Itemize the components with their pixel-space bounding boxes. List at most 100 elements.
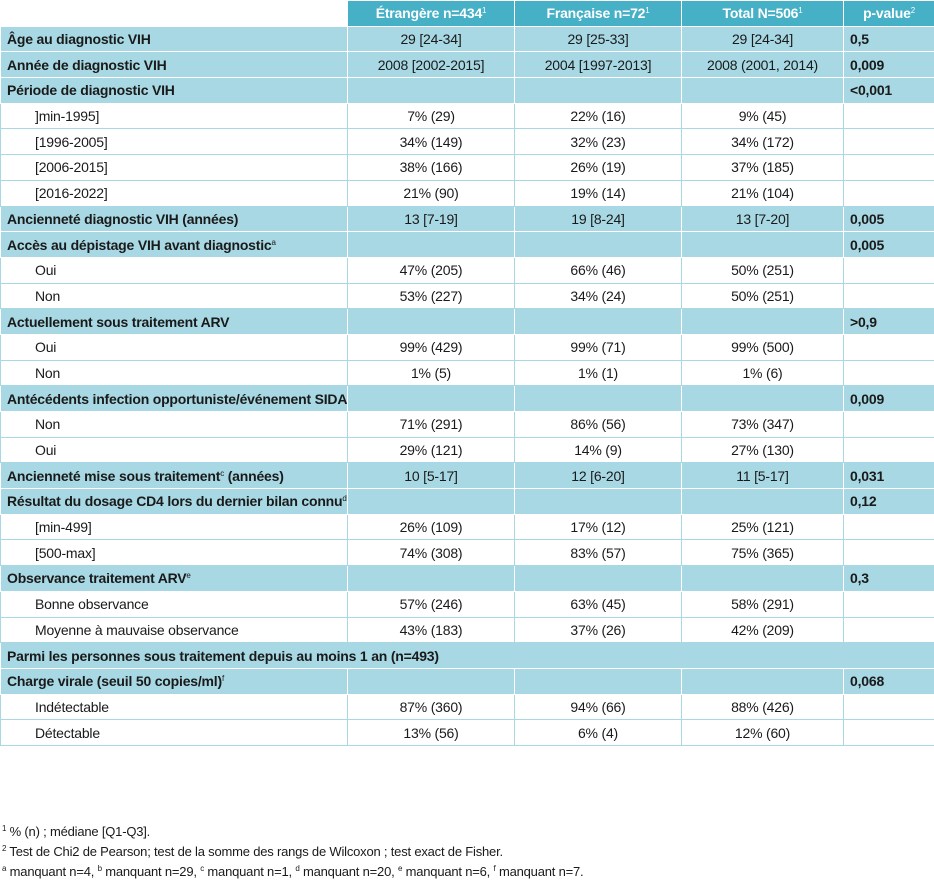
value-francaise <box>514 308 682 335</box>
value-francaise: 12 [6-20] <box>514 462 682 490</box>
value-etrangere: 34% (149) <box>347 128 515 156</box>
value-etrangere <box>347 667 515 695</box>
row-label-text: Résultat du dosage CD4 lors du dernier b… <box>7 493 343 510</box>
row-label-text: [2006-2015] <box>35 159 108 176</box>
footnote-marker: f <box>493 864 496 873</box>
value-etrangere <box>347 231 515 258</box>
value-p <box>843 693 934 721</box>
value-total: 50% (251) <box>681 282 844 310</box>
value-p: 0,068 <box>843 667 934 695</box>
row-label: Ancienneté diagnostic VIH (années) <box>0 205 348 233</box>
value-p: 0,005 <box>843 231 934 258</box>
value-etrangere: 53% (227) <box>347 282 515 310</box>
value-francaise: 83% (57) <box>514 539 682 567</box>
value-francaise: 22% (16) <box>514 102 682 130</box>
footnote-marker: a <box>271 237 276 247</box>
table-subrow: Oui 29% (121) 14% (9) 27% (130) <box>0 436 934 464</box>
table-group-row: Période de diagnostic VIH <0,001 <box>0 77 934 104</box>
header-blank-cell <box>0 0 348 27</box>
footnote-marker: d <box>295 864 300 873</box>
footnote-missing-text: manquant n=6, <box>402 864 494 879</box>
value-total: 11 [5-17] <box>681 462 844 490</box>
value-total: 9% (45) <box>681 102 844 130</box>
value-total: 42% (209) <box>681 616 844 644</box>
row-label-text: Oui <box>35 262 57 279</box>
value-francaise: 1% (1) <box>514 359 682 387</box>
table-subrow: [2006-2015] 38% (166) 26% (19) 37% (185) <box>0 154 934 181</box>
row-label: Charge virale (seuil 50 copies/ml)f <box>0 667 348 695</box>
table-group-row: Ancienneté mise sous traitementc (années… <box>0 462 934 490</box>
value-francaise: 29 [25-33] <box>514 25 682 53</box>
value-total: 27% (130) <box>681 436 844 464</box>
value-francaise <box>514 385 682 412</box>
row-label: Antécédents infection opportuniste/événe… <box>0 385 348 412</box>
value-francaise: 86% (56) <box>514 411 682 438</box>
table-subrow: ]min-1995] 7% (29) 22% (16) 9% (45) <box>0 102 934 130</box>
row-label-text: Observance traitement ARV <box>7 570 187 587</box>
row-label-text: Moyenne à mauvaise observance <box>35 621 239 638</box>
footnote-marker: e <box>397 864 403 873</box>
value-p: 0,009 <box>843 51 934 79</box>
value-etrangere: 2008 [2002-2015] <box>347 51 515 79</box>
row-label-text: Actuellement sous traitement ARV <box>7 313 230 330</box>
value-etrangere <box>347 77 515 104</box>
footnote-missing-text: manquant n=4, <box>6 864 98 879</box>
row-label-text: Année de diagnostic VIH <box>7 56 167 73</box>
value-p: <0,001 <box>843 77 934 104</box>
table-subrow: Détectable 13% (56) 6% (4) 12% (60) <box>0 719 934 746</box>
table-subrow: Indétectable 87% (360) 94% (66) 88% (426) <box>0 693 934 721</box>
table-group-row: Observance traitement ARVe 0,3 <box>0 565 934 592</box>
row-label: Non <box>0 282 348 310</box>
row-label: [500-max] <box>0 539 348 567</box>
value-etrangere: 29 [24-34] <box>347 25 515 53</box>
value-etrangere: 43% (183) <box>347 616 515 644</box>
row-label: Non <box>0 411 348 438</box>
value-francaise: 66% (46) <box>514 256 682 284</box>
value-total <box>681 308 844 335</box>
row-label-text: Oui <box>35 442 57 459</box>
value-total <box>681 231 844 258</box>
value-etrangere: 21% (90) <box>347 179 515 207</box>
value-etrangere: 10 [5-17] <box>347 462 515 490</box>
row-label: Ancienneté mise sous traitementc (années… <box>0 462 348 490</box>
value-total: 1% (6) <box>681 359 844 387</box>
value-p: 0,009 <box>843 385 934 412</box>
table-group-row: Charge virale (seuil 50 copies/ml)f 0,068 <box>0 667 934 695</box>
value-p: 0,3 <box>843 565 934 592</box>
value-etrangere: 57% (246) <box>347 590 515 618</box>
footnote-missing: a manquant n=4, b manquant n=29, c manqu… <box>2 862 584 882</box>
value-total: 73% (347) <box>681 411 844 438</box>
row-label-text: Ancienneté mise sous traitement <box>7 467 221 484</box>
row-label-text: Antécédents infection opportuniste/événe… <box>7 390 348 407</box>
value-p <box>843 513 934 541</box>
row-label-suffix: (années) <box>224 467 284 484</box>
value-total <box>681 77 844 104</box>
value-total: 75% (365) <box>681 539 844 567</box>
table-subrow: Non 71% (291) 86% (56) 73% (347) <box>0 411 934 438</box>
value-francaise: 37% (26) <box>514 616 682 644</box>
value-p: >0,9 <box>843 308 934 335</box>
table-subrow: [500-max] 74% (308) 83% (57) 75% (365) <box>0 539 934 567</box>
value-francaise: 19 [8-24] <box>514 205 682 233</box>
value-p <box>843 719 934 746</box>
value-francaise: 19% (14) <box>514 179 682 207</box>
table-subrow: Moyenne à mauvaise observance 43% (183) 37… <box>0 616 934 644</box>
table-group-row: Année de diagnostic VIH 2008 [2002-2015] 2… <box>0 51 934 79</box>
row-label-text: ]min-1995] <box>35 108 100 125</box>
value-total: 12% (60) <box>681 719 844 746</box>
value-p: 0,031 <box>843 462 934 490</box>
value-francaise: 26% (19) <box>514 154 682 181</box>
value-total: 21% (104) <box>681 179 844 207</box>
value-etrangere: 99% (429) <box>347 333 515 361</box>
footnote-missing-text: manquant n=1, <box>204 864 296 879</box>
row-label: [2006-2015] <box>0 154 348 181</box>
row-label: Observance traitement ARVe <box>0 565 348 592</box>
value-p: 0,005 <box>843 205 934 233</box>
footnote-2: 2 Test de Chi2 de Pearson; test de la so… <box>2 844 503 859</box>
row-label: Bonne observance <box>0 590 348 618</box>
value-p: 0,12 <box>843 488 934 515</box>
row-label: [2016-2022] <box>0 179 348 207</box>
row-label-text: Accès au dépistage VIH avant diagnostic <box>7 236 272 253</box>
value-etrangere: 74% (308) <box>347 539 515 567</box>
table-section-note-row: Parmi les personnes sous traitement depu… <box>0 642 934 669</box>
